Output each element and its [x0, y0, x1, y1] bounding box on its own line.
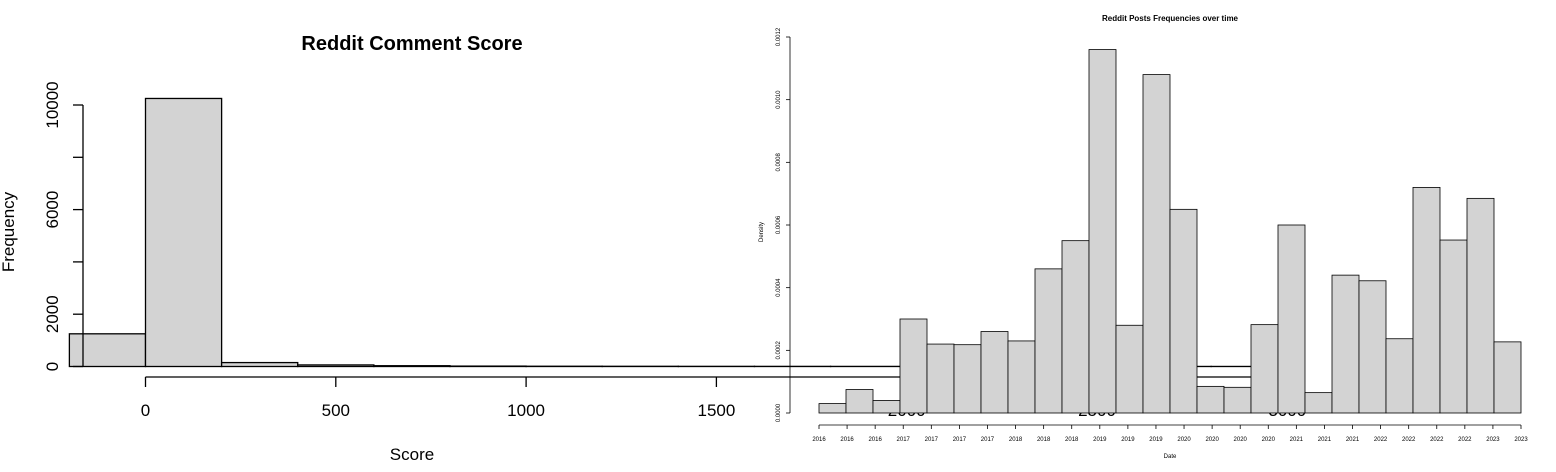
right-x-tick-label: 2017: [953, 437, 967, 443]
right-histogram-bar: [1142, 74, 1171, 414]
left-y-tick-label: 6000: [43, 191, 62, 229]
right-x-tick-label: 2017: [981, 437, 995, 443]
right-y-axis-label: Density: [759, 222, 765, 242]
right-histogram: Reddit Posts Frequencies over time Date …: [759, 14, 1528, 460]
right-histogram-bar: [953, 344, 982, 414]
left-y-tick-label: 2000: [43, 295, 62, 333]
right-x-tick-label: 2020: [1262, 437, 1276, 443]
right-histogram-bar: [1277, 224, 1306, 414]
right-x-tick-label: 2018: [1009, 437, 1023, 443]
right-histogram-bar: [1034, 268, 1063, 414]
right-histogram-bar: [1439, 239, 1468, 414]
left-histogram-bar: [220, 361, 299, 368]
left-y-axis-label: Frequency: [0, 191, 18, 272]
left-x-tick-label: 1000: [507, 401, 545, 420]
right-x-tick-label: 2021: [1318, 437, 1332, 443]
right-histogram-bar: [845, 389, 874, 414]
right-y-tick-label: 0.0010: [776, 90, 782, 109]
left-chart-title: Reddit Comment Score: [301, 33, 522, 55]
right-x-tick-label: 2017: [897, 437, 911, 443]
left-histogram-bar: [68, 333, 147, 368]
left-bars: [68, 97, 1288, 368]
right-x-tick-label: 2018: [1065, 437, 1079, 443]
right-histogram-bar: [1088, 49, 1117, 414]
right-histogram-bar: [1385, 338, 1414, 414]
left-y-tick-label: 10000: [43, 81, 62, 128]
right-x-tick-label: 2020: [1177, 437, 1191, 443]
right-y-tick-label: 0.0012: [776, 27, 782, 46]
right-x-axis-label: Date: [1164, 454, 1177, 460]
right-x-tick-label: 2021: [1290, 437, 1304, 443]
right-bars: [818, 49, 1522, 414]
right-histogram-bar: [1412, 186, 1441, 414]
right-y-tick-label: 0.0008: [776, 152, 782, 171]
right-histogram-bar: [818, 403, 847, 414]
right-y-tick-label: 0.0002: [776, 340, 782, 359]
right-x-tick-label: 2019: [1149, 437, 1163, 443]
right-x-tick-label: 2022: [1430, 437, 1444, 443]
right-y-tick-label: 0.0004: [776, 278, 782, 297]
right-x-tick-label: 2017: [925, 437, 939, 443]
left-x-axis-label: Score: [390, 445, 434, 464]
right-x-tick-label: 2023: [1486, 437, 1500, 443]
left-x-tick-label: 0: [141, 401, 150, 420]
right-x-tick-label: 2016: [840, 437, 854, 443]
right-x-tick-label: 2019: [1093, 437, 1107, 443]
right-x-tick-label: 2023: [1514, 437, 1528, 443]
right-histogram-bar: [1169, 208, 1198, 414]
right-histogram-bar: [1115, 324, 1144, 414]
right-y-tick-label: 0.0006: [776, 215, 782, 234]
right-axes: 2016 2016 2016 2017 2017 2017 2017 2018 2018 2018…: [776, 27, 1528, 443]
right-x-tick-label: 2022: [1458, 437, 1472, 443]
right-histogram-bar: [1493, 341, 1522, 414]
right-histogram-bar: [872, 400, 901, 414]
right-histogram-bar: [1304, 392, 1333, 414]
left-y-tick-label: 0: [43, 362, 62, 371]
right-histogram-bar: [1331, 274, 1360, 414]
right-x-tick-label: 2016: [868, 437, 882, 443]
right-histogram-bar: [980, 331, 1009, 414]
right-histogram-bar: [1007, 340, 1036, 414]
right-x-tick-label: 2022: [1374, 437, 1388, 443]
right-x-tick-label: 2018: [1037, 437, 1051, 443]
left-histogram-bar: [373, 365, 451, 368]
left-histogram-bar: [297, 364, 375, 368]
right-histogram-bar: [1466, 197, 1495, 414]
right-x-tick-label: 2020: [1234, 437, 1248, 443]
left-x-tick-label: 1500: [697, 401, 735, 420]
right-histogram-bar: [1223, 386, 1252, 414]
right-y-tick-label: 0.0000: [776, 403, 782, 422]
left-histogram-bar: [144, 97, 223, 368]
right-histogram-bar: [1358, 280, 1387, 414]
right-chart-title: Reddit Posts Frequencies over time: [1102, 14, 1239, 23]
right-x-tick-label: 2022: [1402, 437, 1416, 443]
right-histogram-bar: [899, 318, 928, 414]
right-x-tick-label: 2021: [1346, 437, 1360, 443]
right-x-tick-label: 2020: [1205, 437, 1219, 443]
right-histogram-bar: [1061, 240, 1090, 414]
left-x-tick-label: 500: [322, 401, 350, 420]
right-x-tick-label: 2016: [812, 437, 826, 443]
right-histogram-bar: [926, 343, 955, 414]
right-x-tick-label: 2019: [1121, 437, 1135, 443]
right-histogram-bar: [1250, 324, 1279, 414]
right-histogram-bar: [1196, 385, 1225, 414]
